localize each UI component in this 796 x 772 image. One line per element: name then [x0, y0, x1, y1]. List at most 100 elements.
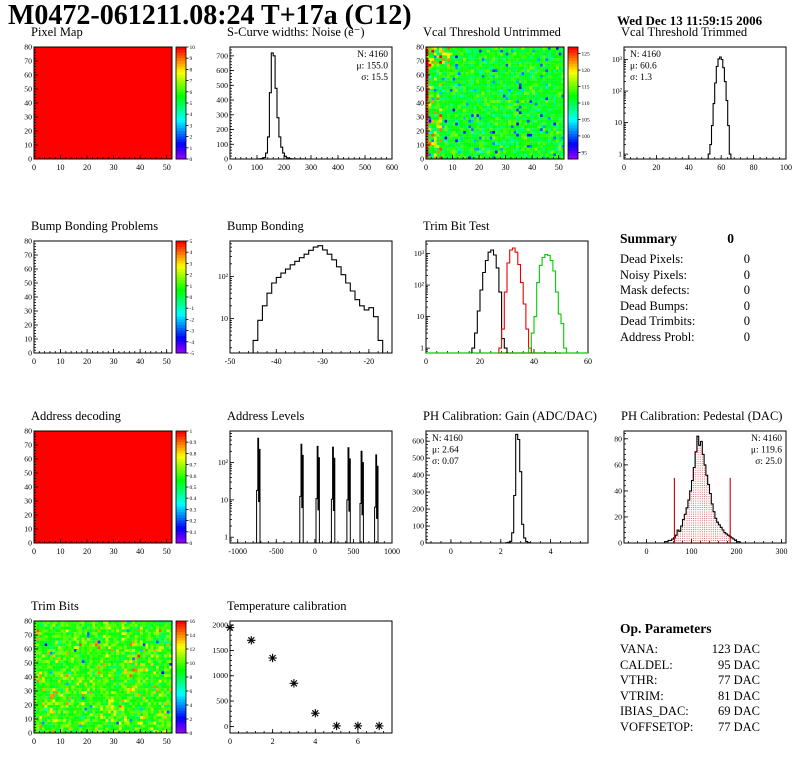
- svg-text:10: 10: [220, 314, 228, 323]
- svg-text:70: 70: [24, 251, 32, 260]
- trim-bit-test-svg: 0 20 40 60 1 10 10² 10³: [414, 240, 592, 366]
- svg-text:400: 400: [216, 96, 228, 105]
- svg-text:50: 50: [24, 279, 32, 288]
- summary-total: 0: [727, 231, 734, 246]
- svg-text:40: 40: [416, 99, 424, 108]
- svg-text:0: 0: [313, 547, 317, 556]
- plot-title: Vcal Threshold Trimmed: [621, 25, 748, 39]
- svg-text:10: 10: [449, 163, 457, 172]
- svg-text:0.5: 0.5: [190, 485, 197, 491]
- svg-text:3: 3: [190, 123, 193, 129]
- svg-text:N: 4160: N: 4160: [357, 50, 388, 60]
- svg-text:0: 0: [224, 155, 228, 164]
- svg-text:60: 60: [717, 163, 725, 172]
- summary-row: Noisy Pixels: 0: [620, 267, 750, 282]
- svg-text:30: 30: [110, 163, 118, 172]
- svg-text:N: 4160: N: 4160: [751, 434, 782, 444]
- svg-text:10: 10: [416, 312, 424, 321]
- svg-text:10²: 10²: [218, 272, 229, 281]
- ph-gain-canvas: 0 2 4 0 100 200 300 400 500 600 N: 4160 μ: 2.64 σ: 0…: [400, 423, 596, 563]
- ph-pedestal-canvas: 0 100 200 300 0 20 40 60 80 N: 4160 μ: 119.6 σ: 25.…: [598, 423, 794, 563]
- svg-text:40: 40: [136, 163, 144, 172]
- svg-text:μ: 119.6: μ: 119.6: [751, 446, 782, 456]
- svg-text:70: 70: [416, 57, 424, 66]
- page-title: M0472-061211.08:24 T+17a (C12): [8, 0, 412, 31]
- svg-text:80: 80: [614, 434, 622, 443]
- svg-text:10: 10: [57, 163, 65, 172]
- svg-text:μ: 2.64: μ: 2.64: [432, 446, 459, 456]
- vcal-threshold-untrimmed-svg: 0 10 20 30 40 50 0 10 20 30 40 50 60 70 80 125 120 115 110…: [416, 43, 591, 173]
- svg-text:100: 100: [686, 547, 698, 556]
- svg-text:60: 60: [24, 71, 32, 80]
- svg-text:1: 1: [224, 533, 228, 542]
- svg-text:20: 20: [652, 163, 660, 172]
- svg-text:40: 40: [24, 483, 32, 492]
- svg-text:40: 40: [24, 293, 32, 302]
- plot-temperature: Temperature calibration 0 2 4 6 0 500 1000 1500…: [204, 600, 400, 762]
- scurve-noise-canvas: 0 100 200 300 400 500 600 0 100 200 300 400 500 600 70…: [204, 39, 400, 179]
- svg-text:0: 0: [622, 163, 626, 172]
- plot-title: S-Curve widths: Noise (e⁻): [227, 25, 365, 39]
- svg-text:80: 80: [24, 43, 32, 52]
- svg-text:100: 100: [582, 134, 591, 140]
- svg-text:0: 0: [190, 295, 193, 301]
- svg-text:10: 10: [24, 525, 32, 534]
- summary-row: Dead Bumps: 0: [620, 298, 750, 313]
- svg-text:30: 30: [24, 497, 32, 506]
- svg-text:μ: 60.6: μ: 60.6: [630, 62, 657, 72]
- trim-bit-test-canvas: 0 20 40 60 1 10 10² 10³: [400, 233, 596, 373]
- svg-text:10³: 10³: [612, 55, 623, 64]
- svg-text:σ: 1.3: σ: 1.3: [630, 73, 652, 83]
- bump-bonding-svg: -50 -40 -30 -20 10 10²: [218, 240, 393, 366]
- svg-text:0.6: 0.6: [190, 474, 197, 480]
- svg-text:N: 4160: N: 4160: [630, 50, 661, 60]
- svg-text:4: 4: [549, 547, 553, 556]
- svg-text:80: 80: [24, 237, 32, 246]
- svg-text:40: 40: [136, 357, 144, 366]
- svg-text:-4: -4: [190, 340, 195, 346]
- svg-text:20: 20: [24, 127, 32, 136]
- plot-title: PH Calibration: Pedestal (DAC): [621, 409, 783, 423]
- svg-text:95: 95: [582, 150, 588, 156]
- svg-text:40: 40: [614, 486, 622, 495]
- svg-text:40: 40: [530, 357, 538, 366]
- plot-title: Trim Bit Test: [423, 219, 490, 233]
- svg-text:0: 0: [228, 163, 232, 172]
- bump-problems-canvas: 0 10 20 30 40 50 0 10 20 30 40 50 60 70 80 5 4 3 2 1 0 -1 -2 -3…: [8, 233, 204, 373]
- svg-text:-2: -2: [190, 317, 195, 323]
- svg-text:20: 20: [83, 357, 91, 366]
- svg-text:50: 50: [24, 85, 32, 94]
- svg-text:10: 10: [24, 335, 32, 344]
- plot-title: Address decoding: [31, 409, 121, 423]
- svg-text:60: 60: [24, 455, 32, 464]
- svg-text:0.4: 0.4: [190, 496, 197, 502]
- svg-text:20: 20: [475, 163, 483, 172]
- svg-text:0: 0: [449, 547, 453, 556]
- svg-text:10: 10: [416, 141, 424, 150]
- plot-title: Trim Bits: [31, 599, 79, 613]
- plot-bump-bonding: Bump Bonding -50 -40 -30 -20 10 10²: [204, 220, 400, 382]
- svg-text:300: 300: [305, 163, 317, 172]
- svg-text:2: 2: [499, 547, 503, 556]
- svg-text:5: 5: [190, 101, 193, 107]
- svg-text:100: 100: [216, 140, 228, 149]
- svg-text:40: 40: [528, 163, 536, 172]
- op-parameter-row: VOFFSETOP: 77 DAC: [620, 719, 760, 734]
- svg-text:σ: 25.0: σ: 25.0: [755, 457, 782, 467]
- address-decoding-svg: 0 10 20 30 40 50 0 10 20 30 40 50 60 70 80 1 0.9 0.8 0.7 0.…: [24, 427, 197, 557]
- svg-text:115: 115: [582, 85, 590, 91]
- svg-text:4: 4: [190, 250, 193, 256]
- svg-text:10²: 10²: [414, 281, 425, 290]
- plot-ph-pedestal: PH Calibration: Pedestal (DAC) 0 100 200 30…: [598, 410, 794, 572]
- svg-text:σ: 0.07: σ: 0.07: [432, 457, 459, 467]
- svg-text:50: 50: [555, 163, 563, 172]
- svg-text:200: 200: [278, 163, 290, 172]
- svg-text:10: 10: [57, 547, 65, 556]
- summary-header: Summary 0: [620, 231, 750, 247]
- svg-text:70: 70: [24, 441, 32, 450]
- svg-text:60: 60: [584, 357, 592, 366]
- op-parameters-title: Op. Parameters: [620, 621, 712, 636]
